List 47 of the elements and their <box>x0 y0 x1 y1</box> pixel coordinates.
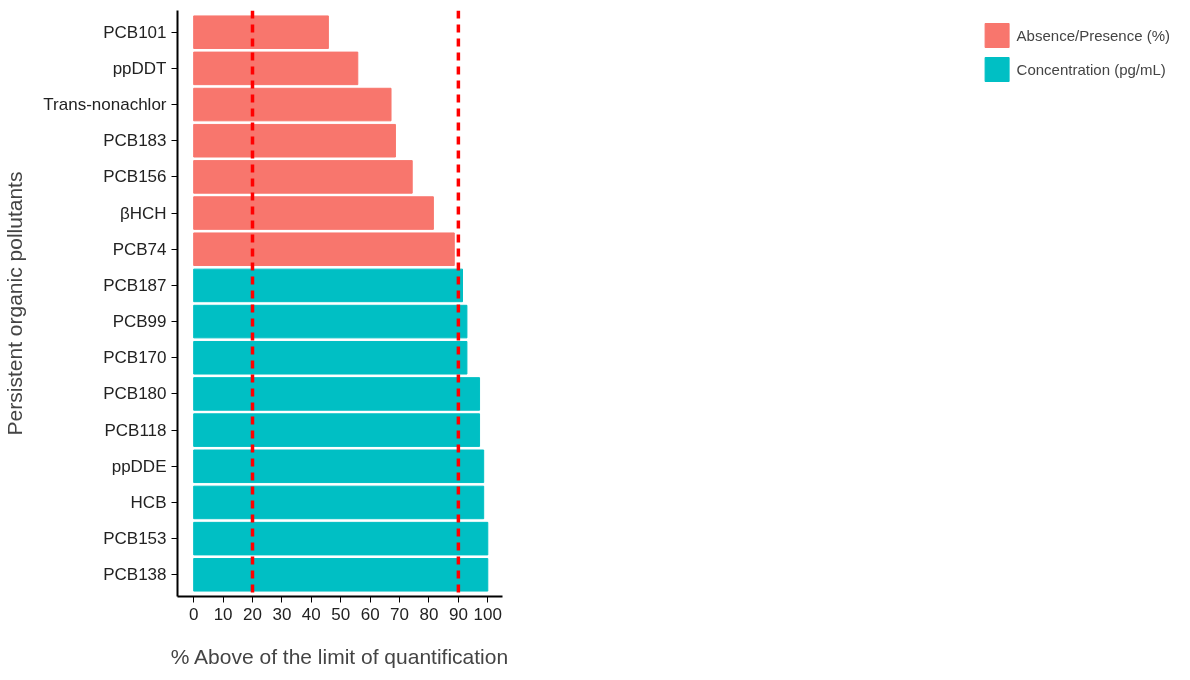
bar <box>193 196 434 230</box>
y-tick-label: ppDDE <box>111 456 167 476</box>
bar <box>193 15 329 49</box>
y-tick-label: PCB183 <box>103 131 167 151</box>
y-tick-label: PCB138 <box>103 565 167 585</box>
y-tick-label: PCB153 <box>103 529 167 549</box>
bar <box>193 485 485 520</box>
y-tick-label: PCB156 <box>103 167 167 187</box>
x-tick-label: 100 <box>473 604 502 624</box>
y-tick-label: PCB118 <box>104 420 167 440</box>
bar <box>193 51 359 86</box>
bar <box>193 521 489 556</box>
bar <box>193 304 468 339</box>
bar <box>193 413 481 447</box>
bar <box>193 377 481 411</box>
bar <box>193 232 455 267</box>
x-tick-label: 70 <box>390 604 410 624</box>
y-tick-label: βHCH <box>119 203 167 223</box>
x-tick-label: 0 <box>188 604 199 624</box>
x-tick-label: 20 <box>243 604 262 624</box>
y-tick-label: PCB74 <box>112 239 167 259</box>
x-tick-label: 80 <box>419 604 439 624</box>
bar <box>193 340 468 375</box>
x-tick-label: 40 <box>301 604 321 624</box>
bar <box>193 449 485 484</box>
y-axis-title: Persistent organic pollutants <box>3 171 27 436</box>
x-tick-label: 30 <box>272 604 292 624</box>
y-tick-label: ppDDT <box>112 58 167 78</box>
x-tick-label: 90 <box>448 604 468 624</box>
y-tick-label: PCB180 <box>103 384 167 404</box>
y-tick-label: PCB170 <box>103 348 167 368</box>
y-tick-label: HCB <box>130 492 167 512</box>
legend-label: Concentration (pg/mL) <box>1016 60 1166 78</box>
bar <box>193 268 463 303</box>
x-axis-title: % Above of the limit of quantification <box>170 644 509 668</box>
y-tick-label: PCB101 <box>103 22 167 42</box>
x-tick-label: 50 <box>331 604 351 624</box>
y-tick-label: PCB99 <box>112 312 167 332</box>
y-tick-label: PCB187 <box>103 275 167 295</box>
legend-label: Absence/Presence (%) <box>1016 26 1170 44</box>
bar <box>193 123 396 158</box>
x-tick-label: 60 <box>360 604 380 624</box>
bar <box>193 558 489 592</box>
bar <box>193 87 392 122</box>
x-tick-label: 10 <box>213 604 233 624</box>
bar <box>193 160 413 194</box>
y-tick-label: Trans-nonachlor <box>43 95 167 115</box>
